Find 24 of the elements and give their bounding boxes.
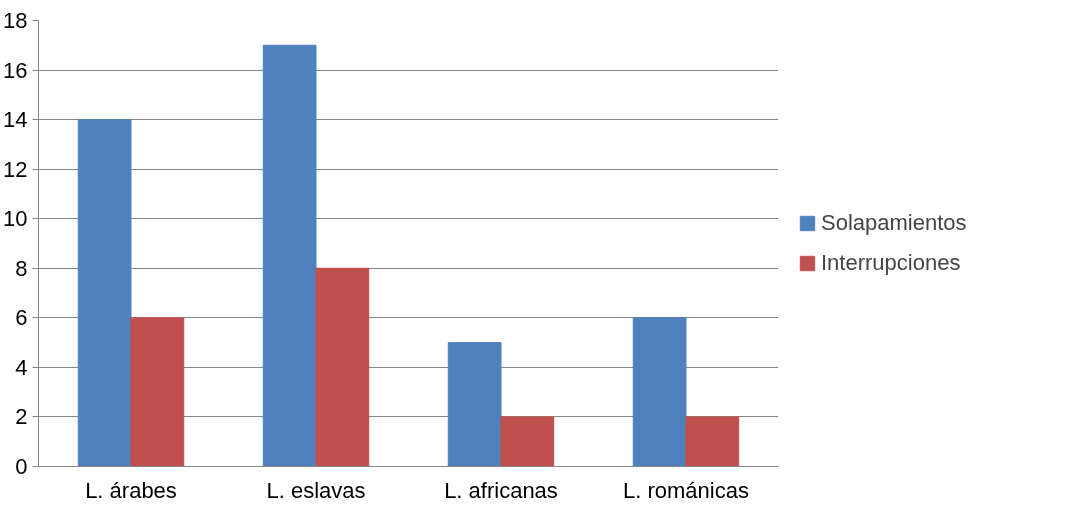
- legend-label: Interrupciones: [821, 250, 961, 276]
- bar: [262, 44, 317, 467]
- x-tick-label: L. eslavas: [266, 477, 366, 503]
- y-tick-label: 18: [3, 8, 28, 33]
- y-tick-label: 2: [15, 404, 28, 430]
- y-tick-label: 16: [3, 57, 28, 83]
- bar: [632, 317, 687, 467]
- bar: [130, 317, 185, 467]
- x-tick-label: L. africanas: [444, 477, 558, 503]
- y-tick-label: 12: [3, 156, 28, 182]
- y-tick-label: 6: [15, 305, 28, 331]
- bar: [315, 267, 370, 467]
- x-tick-label: L. árabes: [85, 477, 177, 503]
- x-tick-label: L. románicas: [623, 477, 749, 503]
- y-tick-label: 14: [3, 107, 28, 133]
- bar: [685, 416, 740, 467]
- bar: [500, 416, 555, 467]
- y-tick-label: 8: [15, 255, 28, 281]
- legend-label: Solapamientos: [821, 210, 967, 236]
- y-tick-label: 4: [15, 354, 28, 380]
- bar: [447, 342, 502, 467]
- bar: [77, 119, 132, 467]
- y-tick-label: 10: [3, 206, 28, 232]
- y-tick-label: 0: [15, 454, 28, 479]
